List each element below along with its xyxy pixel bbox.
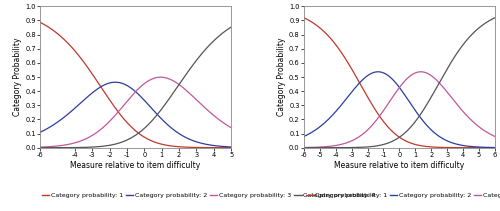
X-axis label: Measure relative to item difficulty: Measure relative to item difficulty bbox=[334, 161, 464, 170]
X-axis label: Measure relative to item difficulty: Measure relative to item difficulty bbox=[70, 161, 200, 170]
Y-axis label: Category Probability: Category Probability bbox=[278, 38, 286, 116]
Legend: Category probability: 1, Category probability: 2, Category probability: 3, Categ: Category probability: 1, Category probab… bbox=[303, 190, 500, 201]
Y-axis label: Category Probability: Category Probability bbox=[14, 38, 22, 116]
Legend: Category probability: 1, Category probability: 2, Category probability: 3, Categ: Category probability: 1, Category probab… bbox=[40, 190, 378, 201]
